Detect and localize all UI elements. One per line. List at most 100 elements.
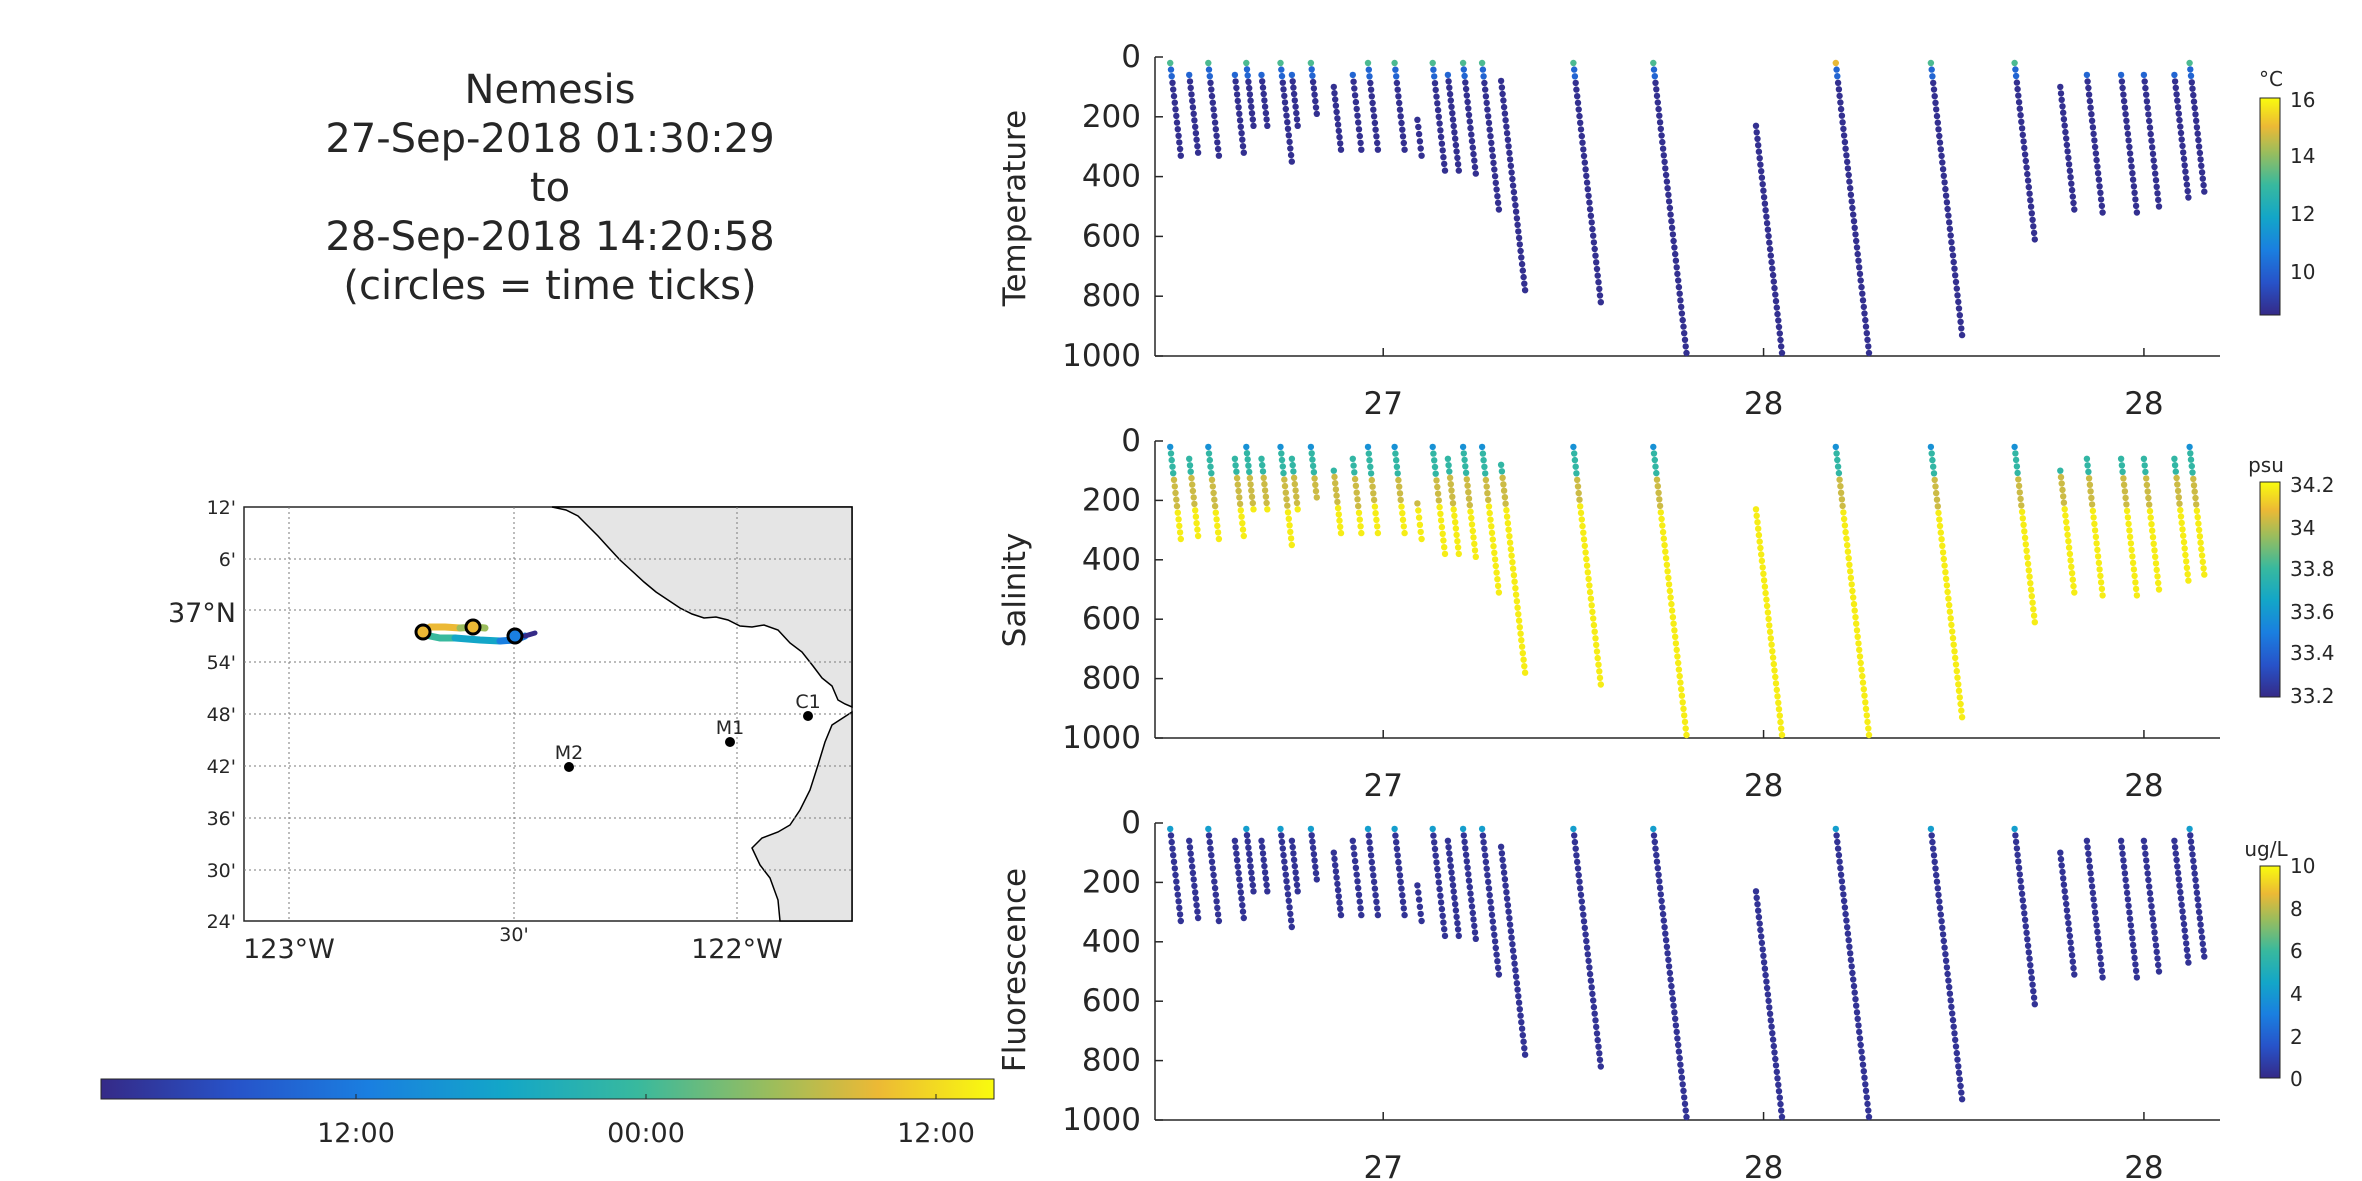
data-point — [1578, 898, 1586, 905]
data-point — [1400, 905, 1408, 912]
data-point — [1505, 143, 1512, 150]
data-point — [1453, 531, 1460, 539]
data-point — [1364, 59, 1372, 67]
data-point — [2117, 837, 2125, 844]
data-point — [1172, 871, 1179, 879]
data-point — [1834, 73, 1841, 80]
data-point — [2062, 894, 2069, 901]
data-point — [1769, 271, 1777, 279]
data-point — [1170, 858, 1178, 865]
data-point — [1495, 971, 1503, 978]
data-point — [1466, 883, 1474, 891]
data-point — [1844, 924, 1851, 931]
data-point — [1485, 503, 1493, 510]
data-point — [2143, 91, 2150, 98]
data-point — [1517, 630, 1524, 637]
data-point — [1290, 90, 1298, 98]
data-point — [2173, 856, 2180, 864]
data-point — [1215, 535, 1223, 543]
data-point — [1837, 483, 1844, 490]
data-point — [1583, 937, 1590, 945]
data-point — [1934, 885, 1942, 892]
data-point — [2063, 518, 2070, 526]
data-point — [2144, 870, 2151, 877]
data-point — [1393, 839, 1400, 846]
data-point — [1949, 628, 1956, 635]
data-point — [1445, 462, 1452, 469]
data-point — [1949, 1010, 1956, 1017]
data-point — [1766, 245, 1774, 253]
data-point — [1468, 521, 1476, 528]
data-point — [1958, 707, 1965, 714]
data-point — [2183, 181, 2191, 188]
data-point — [1449, 110, 1456, 117]
data-point — [2145, 494, 2152, 502]
data-point — [1233, 468, 1240, 475]
data-point — [1399, 516, 1407, 523]
data-point — [2146, 501, 2153, 508]
data-point — [1453, 148, 1460, 155]
data-point — [1863, 712, 1871, 719]
data-point — [2185, 194, 2192, 201]
data-point — [1521, 280, 1528, 287]
data-point — [1170, 470, 1177, 477]
data-point — [1862, 323, 1870, 330]
data-point — [1452, 141, 1460, 149]
data-point — [1764, 991, 1772, 998]
data-point — [2011, 825, 2018, 833]
data-point — [1262, 493, 1270, 500]
data-point — [1596, 668, 1603, 675]
data-point — [2024, 554, 2031, 561]
data-point — [1589, 225, 1596, 233]
data-point — [2096, 183, 2103, 190]
data-point — [1768, 641, 1775, 648]
data-point — [1660, 917, 1668, 924]
data-point — [1667, 594, 1674, 601]
data-point — [2088, 111, 2095, 118]
data-point — [1192, 895, 1200, 902]
data-point — [1582, 166, 1589, 173]
data-point — [1214, 522, 1221, 530]
data-point — [1353, 105, 1360, 113]
data-point — [1571, 73, 1579, 80]
temperature-colorbar: °C 16 14 12 10 — [2259, 67, 2315, 316]
data-point — [1958, 325, 1965, 332]
data-point — [1191, 117, 1198, 124]
data-point — [2088, 883, 2096, 890]
data-point — [1585, 575, 1592, 583]
data-point — [1429, 825, 1436, 833]
data-point — [2152, 170, 2159, 177]
data-point — [1498, 468, 1506, 475]
data-point — [1766, 239, 1773, 246]
data-point — [1573, 86, 1580, 93]
data-point — [1235, 104, 1242, 111]
map-lon-tick: 123°W — [243, 934, 335, 965]
data-point — [1574, 99, 1582, 107]
data-point — [2184, 953, 2191, 960]
data-point — [1771, 284, 1778, 292]
data-point — [2147, 514, 2154, 521]
data-point — [1285, 132, 1293, 139]
time-tick-circle — [464, 618, 482, 636]
data-point — [1194, 143, 1201, 150]
data-point — [1488, 911, 1496, 919]
data-point — [1290, 850, 1297, 857]
data-point — [2129, 176, 2137, 183]
data-point — [1657, 891, 1665, 898]
data-point — [2071, 589, 2078, 596]
data-point — [1357, 905, 1364, 912]
data-point — [1262, 109, 1270, 117]
data-point — [1958, 714, 1966, 721]
data-point — [2018, 502, 2025, 509]
data-point — [1927, 825, 1935, 833]
data-point — [2188, 79, 2195, 86]
data-point — [1756, 538, 1763, 545]
data-point — [1667, 211, 1674, 218]
data-point — [1415, 507, 1422, 514]
data-point — [1367, 86, 1375, 93]
data-point — [1294, 122, 1301, 129]
data-point — [2174, 487, 2182, 495]
data-point — [1167, 66, 1175, 73]
data-point — [1594, 1036, 1601, 1044]
data-point — [1395, 858, 1402, 866]
